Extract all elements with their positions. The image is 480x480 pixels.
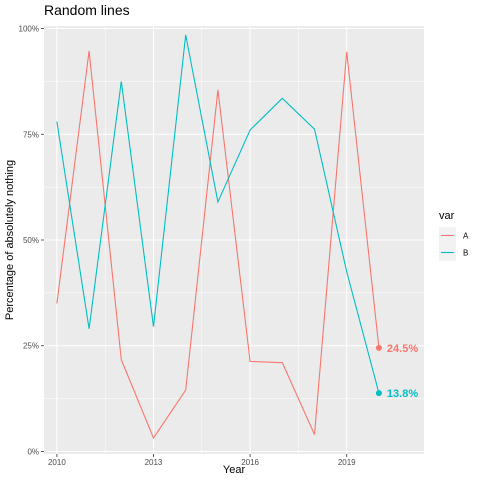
x-tick-label: 2016 (241, 458, 259, 467)
y-axis: 0% 25% 50% 75% 100% (19, 25, 44, 456)
series-layer: 24.5% 13.8% (56, 34, 418, 440)
x-tick-label: 2019 (338, 458, 356, 467)
x-axis-title: Year (223, 464, 246, 476)
series-line-a (56, 50, 380, 440)
series-line-b (56, 34, 380, 394)
x-tick-label: 2010 (48, 458, 66, 467)
y-tick-label: 100% (19, 25, 39, 34)
y-tick-label: 75% (23, 130, 39, 139)
legend: var AB (439, 210, 469, 261)
series-end-point-a (375, 344, 382, 351)
y-tick-label: 50% (23, 236, 39, 245)
series-end-label-a: 24.5% (387, 343, 418, 355)
legend-title: var (439, 210, 455, 222)
legend-label-b: B (463, 249, 468, 258)
series-end-point-b (375, 390, 382, 397)
y-tick-label: 0% (27, 447, 39, 456)
chart-title: Random lines (44, 2, 130, 18)
y-axis-title: Percentage of absolutely nothing (4, 160, 16, 320)
grid-lines (44, 26, 424, 454)
x-axis: 2010 2013 2016 2019 (48, 454, 356, 467)
legend-label-a: A (463, 232, 469, 241)
y-tick-label: 25% (23, 342, 39, 351)
x-tick-label: 2013 (145, 458, 163, 467)
series-end-label-b: 13.8% (387, 388, 418, 400)
